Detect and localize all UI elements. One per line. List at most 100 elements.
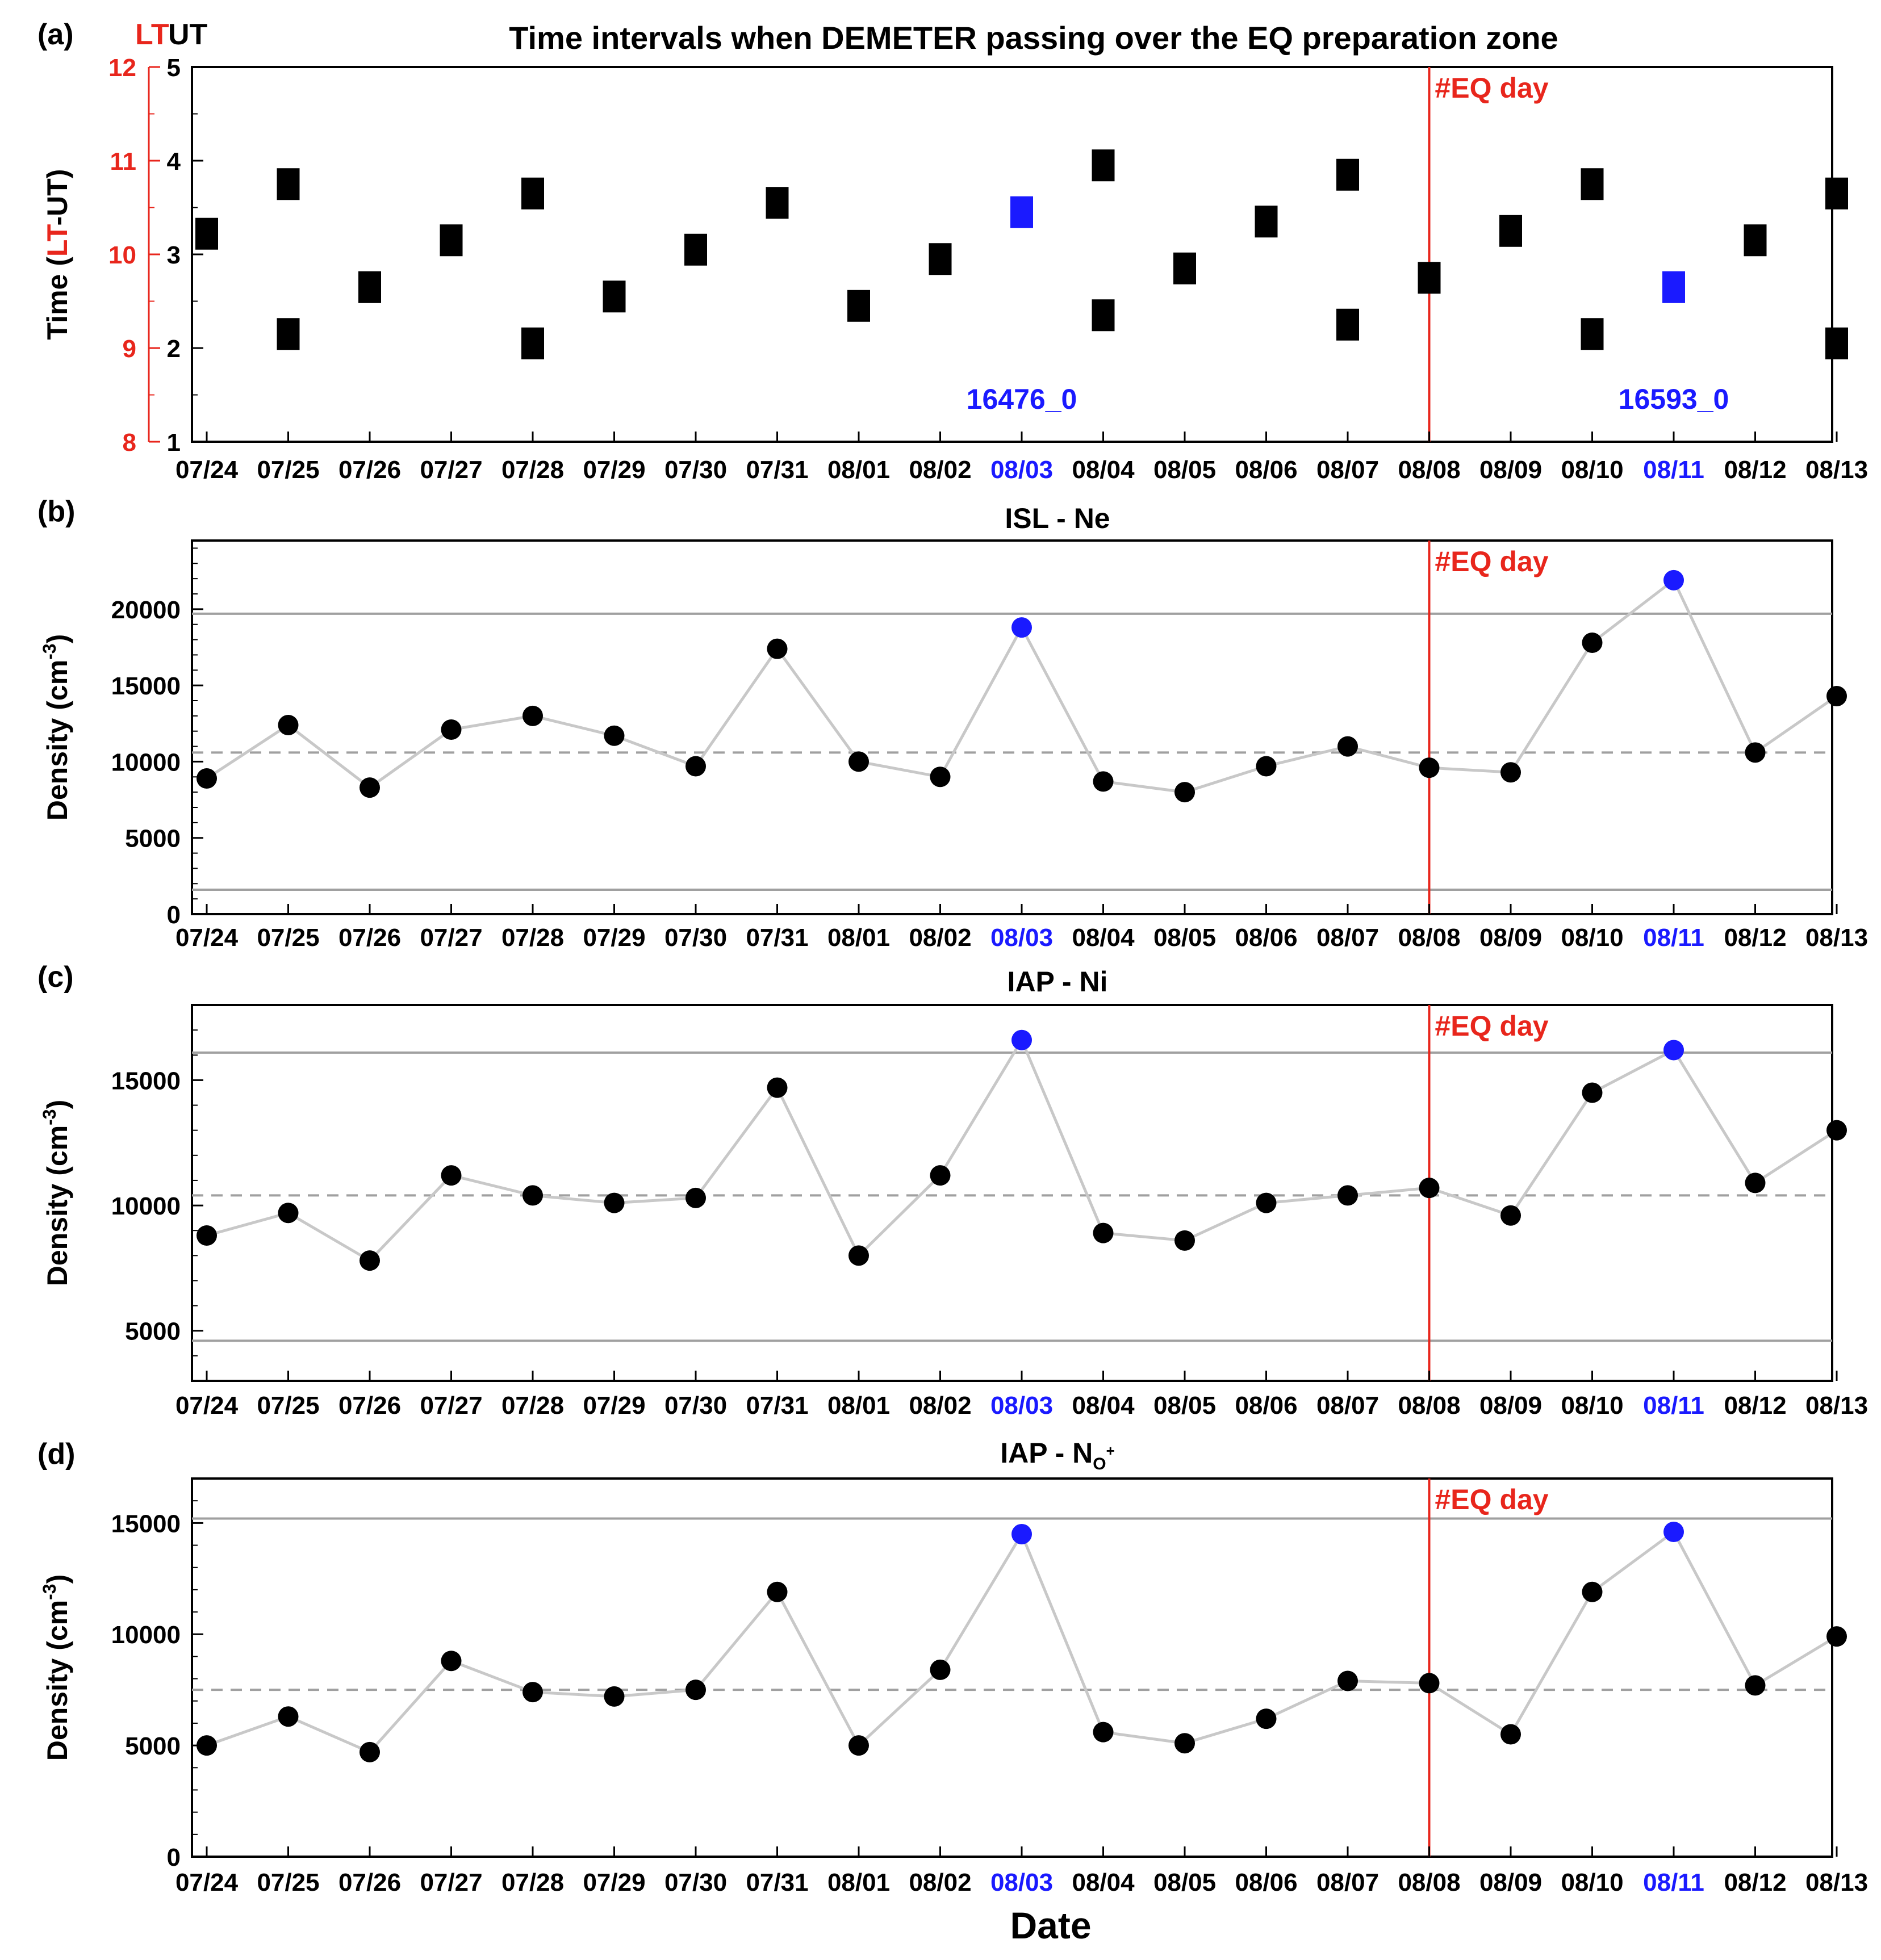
data-point xyxy=(522,1682,543,1703)
x-tick-label: 08/04 xyxy=(1072,924,1135,952)
x-tick-label: 08/12 xyxy=(1724,456,1786,484)
x-tick-label: 07/24 xyxy=(175,456,239,484)
x-tick-label: 08/10 xyxy=(1561,924,1623,952)
lt-tick-label: 9 xyxy=(123,335,136,363)
data-point xyxy=(197,1225,217,1246)
x-tick-label: 07/28 xyxy=(501,1392,564,1419)
x-tick-label: 08/06 xyxy=(1235,1869,1297,1896)
y-axis-label: Density (cm-3) xyxy=(39,1574,73,1761)
data-point xyxy=(278,1706,299,1727)
x-tick-label: 07/24 xyxy=(175,1869,239,1896)
x-tick-label: 08/01 xyxy=(827,1392,890,1419)
x-tick-label: 08/09 xyxy=(1479,1869,1542,1896)
pass-marker xyxy=(440,224,463,257)
x-tick-label: 08/09 xyxy=(1479,456,1542,484)
x-tick-label: 08/12 xyxy=(1724,1869,1786,1896)
data-point xyxy=(1174,1733,1195,1754)
data-point xyxy=(1093,771,1114,792)
x-tick-label: 07/25 xyxy=(257,924,319,952)
panel-label: (b) xyxy=(37,495,75,528)
x-tick-label: 08/07 xyxy=(1316,924,1379,952)
data-point xyxy=(522,1185,543,1206)
pass-marker xyxy=(1825,327,1848,359)
y-tick-label: 15000 xyxy=(111,1510,181,1538)
x-tick-label: 07/29 xyxy=(583,1869,645,1896)
y-tick-label: 5000 xyxy=(125,1318,181,1346)
chart-title: IAP - Ni xyxy=(1008,966,1108,998)
pass-marker xyxy=(1744,224,1767,257)
x-tick-label: 07/24 xyxy=(175,924,239,952)
x-tick-label: 08/07 xyxy=(1316,1869,1379,1896)
x-tick-label: 07/29 xyxy=(583,924,645,952)
series-line xyxy=(206,1037,1838,1263)
x-axis: 07/24 07/25 07/26 07/27 07/28 07/29 07/30 07/31… xyxy=(175,1371,1868,1419)
x-tick-label: 07/25 xyxy=(257,1869,319,1896)
eq-day-label: #EQ day xyxy=(1435,1484,1549,1515)
x-tick-label: 08/10 xyxy=(1561,1869,1623,1896)
x-tick-label: 07/29 xyxy=(583,456,645,484)
x-tick-label: 07/28 xyxy=(501,1869,564,1896)
x-tick-label: 07/30 xyxy=(664,924,727,952)
orbit-label: 16476_0 xyxy=(967,383,1077,415)
data-point xyxy=(767,1077,788,1098)
y-label-part: Density (cm xyxy=(41,1125,73,1286)
y-label-part: ) xyxy=(41,1574,73,1584)
pass-marker xyxy=(277,168,300,200)
x-tick-label: 08/03 xyxy=(990,924,1053,952)
x-tick-label: 08/01 xyxy=(827,1869,890,1896)
lt-header: LT xyxy=(135,18,169,51)
y-label-part: Time ( xyxy=(41,257,73,340)
lt-tick-label: 10 xyxy=(108,241,136,269)
data-point xyxy=(767,638,788,659)
x-tick-label: 08/08 xyxy=(1398,1392,1460,1419)
data-point xyxy=(278,714,299,735)
pass-marker xyxy=(195,217,218,250)
data-point xyxy=(1337,1670,1358,1691)
y-label-part: ) xyxy=(41,1100,73,1109)
eq-day-label: #EQ day xyxy=(1435,1010,1549,1042)
data-point xyxy=(1826,685,1847,706)
series-line xyxy=(206,1530,1838,1754)
x-tick-label: 07/24 xyxy=(175,1392,239,1419)
x-tick-label: 08/02 xyxy=(909,924,971,952)
x-tick-label: 08/13 xyxy=(1805,1869,1868,1896)
data-point xyxy=(1419,757,1440,778)
data-point-highlight xyxy=(1011,1523,1032,1544)
panel-label: (a) xyxy=(37,18,74,51)
data-point xyxy=(930,767,951,788)
data-point xyxy=(1582,1581,1603,1602)
pass-marker xyxy=(1092,149,1115,182)
y-tick-label: 10000 xyxy=(111,1621,181,1649)
data-point xyxy=(1174,1230,1195,1251)
x-tick-label: 07/28 xyxy=(501,924,564,952)
plot-frame xyxy=(191,1004,1833,1382)
pass-marker xyxy=(1581,318,1604,350)
data-point xyxy=(1256,756,1277,777)
y-axis: 5000 10000 15000 xyxy=(111,1004,203,1381)
series-line xyxy=(206,577,1838,794)
x-tick-label: 07/27 xyxy=(420,1869,482,1896)
x-tick-label: 08/08 xyxy=(1398,924,1460,952)
pass-marker xyxy=(521,177,544,210)
x-tick-label: 07/31 xyxy=(746,1869,808,1896)
pass-marker xyxy=(277,318,300,350)
ut-header: UT xyxy=(168,18,208,51)
data-point xyxy=(1582,1082,1603,1103)
data-point xyxy=(1826,1120,1847,1141)
x-tick-label: 07/28 xyxy=(501,456,564,484)
pass-marker xyxy=(603,280,626,313)
x-tick-label: 08/06 xyxy=(1235,456,1297,484)
x-tick-label: 08/10 xyxy=(1561,456,1623,484)
x-tick-label: 08/08 xyxy=(1398,1869,1460,1896)
data-point xyxy=(360,777,380,798)
data-point xyxy=(1256,1192,1277,1213)
pass-marker xyxy=(1418,262,1441,294)
pass-marker xyxy=(1255,206,1278,238)
y-tick-label: 5000 xyxy=(125,1732,181,1760)
x-tick-label: 07/30 xyxy=(664,1392,727,1419)
x-tick-label: 08/04 xyxy=(1072,1869,1135,1896)
panel-label: (d) xyxy=(37,1438,75,1471)
x-tick-label: 08/12 xyxy=(1724,1392,1786,1419)
chart-title: IAP - NO+ xyxy=(1000,1437,1115,1473)
